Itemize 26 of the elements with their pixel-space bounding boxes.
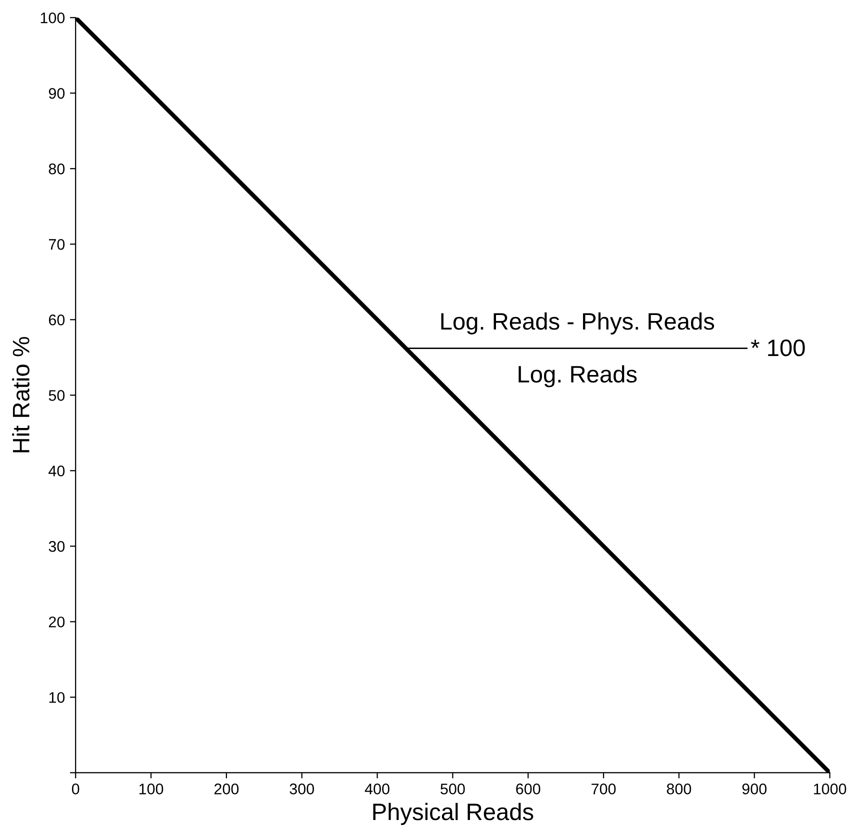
y-tick-label: 90 xyxy=(48,88,65,99)
y-tick-label: 100 xyxy=(40,12,65,24)
y-tick-label: 20 xyxy=(48,616,65,628)
y-axis-title: Hit Ratio % xyxy=(12,336,30,452)
x-tick-label: 200 xyxy=(214,784,239,794)
y-tick-label: 40 xyxy=(48,466,65,476)
y-tick-label: 60 xyxy=(48,314,65,326)
x-tick-label: 600 xyxy=(516,784,540,794)
y-tick-label: 70 xyxy=(48,239,65,250)
y-tick-label: 80 xyxy=(48,164,65,174)
y-tick-label: 10 xyxy=(49,692,65,703)
y-tick-label: 50 xyxy=(48,390,65,401)
annotation: Log. Reads xyxy=(518,365,637,388)
x-tick-label: 0 xyxy=(72,784,80,794)
x-tick-label: 400 xyxy=(364,784,390,794)
annotation: Log. Reads - Phys. Reads xyxy=(441,312,714,334)
x-tick-label: 900 xyxy=(742,784,767,794)
x-tick-label: 700 xyxy=(592,784,616,794)
x-tick-label: 1000 xyxy=(814,784,846,794)
x-tick-label: 500 xyxy=(440,784,465,794)
x-tick-label: 100 xyxy=(139,784,164,794)
y-tick-label: 30 xyxy=(48,541,65,552)
annotation: * 100 xyxy=(750,339,805,356)
x-axis-title: Physical Reads xyxy=(373,802,534,825)
x-tick-label: 800 xyxy=(666,784,692,794)
x-tick-label: 300 xyxy=(290,784,314,794)
